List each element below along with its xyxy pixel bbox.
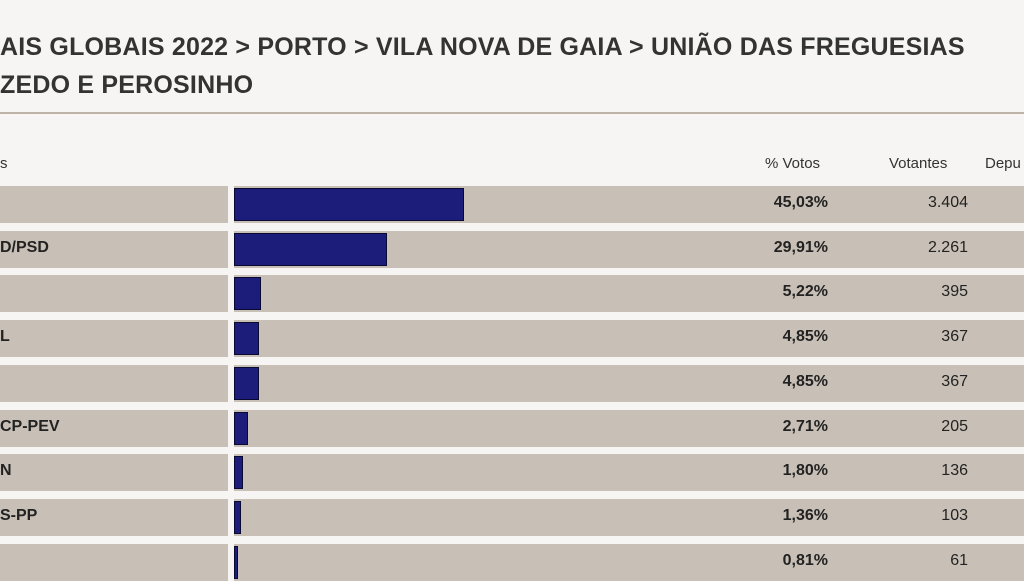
votes-value: 395	[941, 283, 968, 301]
vote-bar	[234, 456, 244, 490]
table-row: L 4,85% 367	[0, 320, 1024, 358]
votes-value: 367	[941, 372, 968, 390]
party-cell	[0, 498, 228, 536]
party-label: D/PSD	[0, 238, 49, 256]
party-cell	[0, 230, 228, 268]
vote-bar	[234, 411, 248, 445]
votes-value: 367	[941, 328, 968, 346]
column-header-votes: Votantes	[889, 155, 948, 172]
pct-value: 4,85%	[782, 328, 828, 346]
bar-track	[234, 543, 1024, 581]
bar-track	[234, 498, 1024, 536]
table-row: N 1,80% 136	[0, 454, 1024, 492]
vote-bar	[234, 188, 464, 221]
column-header-party: s	[0, 155, 8, 172]
pct-value: 0,81%	[782, 551, 828, 569]
party-cell	[0, 454, 228, 492]
party-cell	[0, 186, 228, 223]
votes-value: 3.404	[927, 194, 968, 211]
votes-value: 136	[941, 462, 968, 480]
bar-track	[234, 320, 1024, 358]
party-cell	[0, 364, 228, 402]
table-row: S-PP 1,36% 103	[0, 498, 1024, 536]
bar-track	[234, 364, 1024, 402]
table-row: D/PSD 29,91% 2.261	[0, 230, 1024, 268]
table-row: 0,81% 61	[0, 543, 1024, 581]
votes-value: 61	[950, 551, 968, 569]
table-row: 45,03% 3.404	[0, 186, 1024, 223]
vote-bar	[234, 277, 261, 311]
votes-value: 205	[941, 417, 968, 435]
title-line-2: ZEDO E PEROSINHO	[0, 71, 254, 99]
votes-value: 103	[941, 506, 968, 524]
pct-value: 2,71%	[782, 417, 828, 435]
pct-value: 1,80%	[782, 462, 828, 480]
party-cell	[0, 275, 228, 313]
party-label: S-PP	[0, 506, 38, 524]
bar-track	[234, 409, 1024, 447]
party-label: CP-PEV	[0, 417, 60, 435]
table-row: 4,85% 367	[0, 364, 1024, 402]
pct-value: 4,85%	[782, 372, 828, 390]
party-label: L	[0, 328, 10, 346]
table-row: 5,22% 395	[0, 275, 1024, 313]
pct-value: 45,03%	[773, 194, 828, 211]
party-cell	[0, 543, 228, 581]
vote-bar	[234, 545, 239, 579]
page-title: AIS GLOBAIS 2022 > PORTO > VILA NOVA DE …	[0, 28, 1024, 104]
bar-track	[234, 454, 1024, 492]
vote-bar	[234, 500, 241, 534]
party-label: N	[0, 462, 12, 480]
party-cell	[0, 409, 228, 447]
pct-value: 1,36%	[782, 506, 828, 524]
votes-value: 2.261	[927, 238, 968, 256]
column-header-pct: % Votos	[765, 155, 821, 172]
bar-track	[234, 275, 1024, 313]
column-header-seats: Depu	[985, 155, 1021, 172]
title-divider	[0, 112, 1024, 114]
pct-value: 29,91%	[773, 238, 828, 256]
title-line-1: AIS GLOBAIS 2022 > PORTO > VILA NOVA DE …	[0, 33, 965, 61]
table-row: CP-PEV 2,71% 205	[0, 409, 1024, 447]
vote-bar	[234, 232, 387, 266]
pct-value: 5,22%	[782, 283, 828, 301]
vote-bar	[234, 366, 259, 400]
party-cell	[0, 320, 228, 358]
vote-bar	[234, 322, 259, 356]
